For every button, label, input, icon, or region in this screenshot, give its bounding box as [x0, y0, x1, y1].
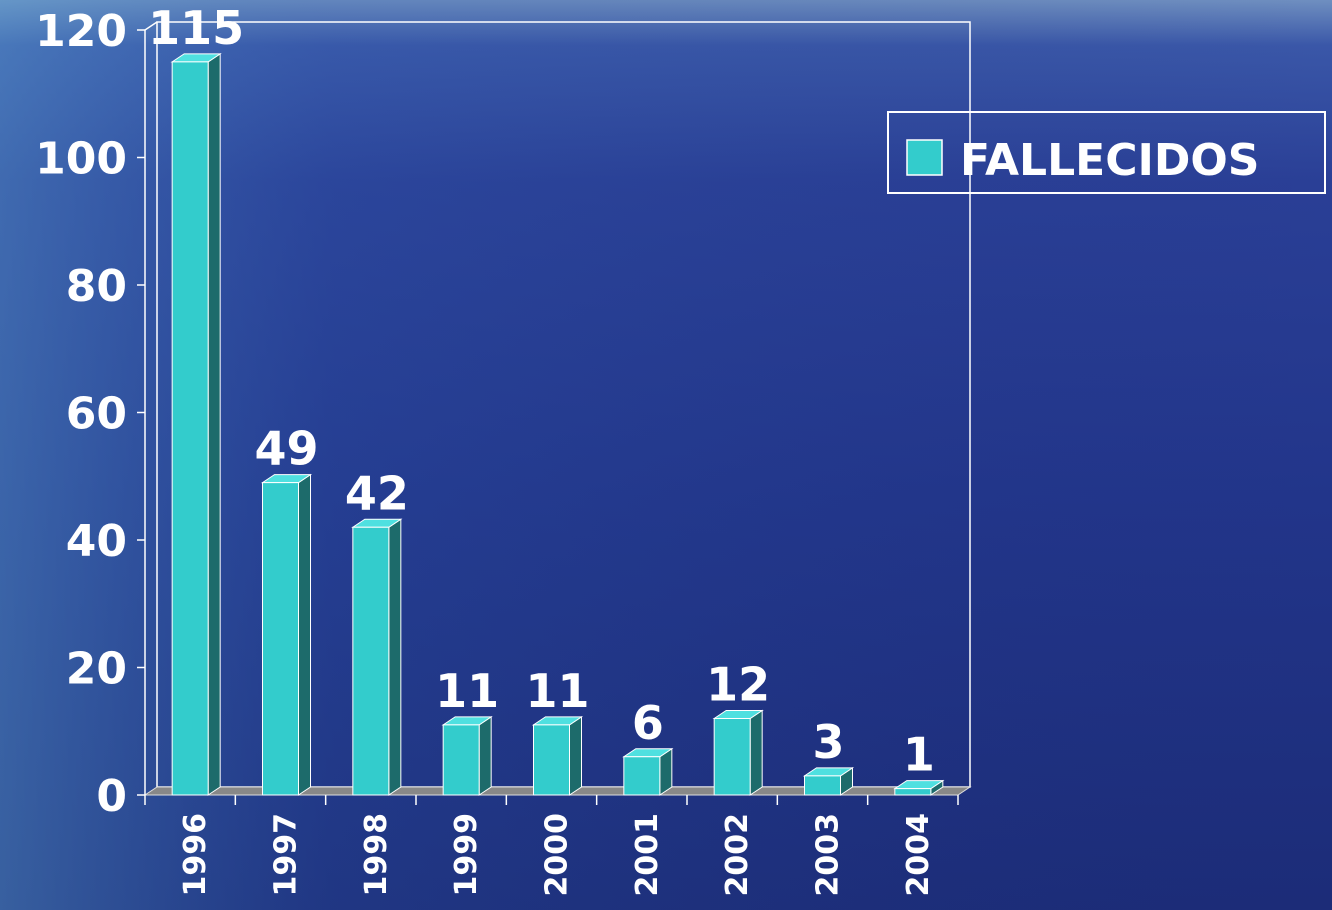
bar-side: [389, 519, 401, 795]
data-label: 12: [706, 658, 770, 712]
bar-side: [299, 475, 311, 795]
y-tick-label: 120: [35, 6, 127, 57]
bar: [895, 789, 931, 795]
y-tick-label: 80: [66, 261, 127, 312]
y-tick-label: 20: [66, 644, 127, 695]
page: 0 20 40 60 80 100 120 115 49 42 11 11 6 12 3 1 FALLECIDO…: [0, 0, 1332, 910]
bar: [624, 757, 660, 795]
bar: [534, 725, 570, 795]
bar: [805, 776, 841, 795]
bar-side: [750, 711, 762, 796]
bar: [714, 719, 750, 796]
bar-side: [570, 717, 582, 795]
data-label: 42: [345, 466, 409, 520]
x-tick-label: 2001: [630, 813, 665, 897]
x-tick-label: 1996: [178, 813, 213, 897]
y-tick-label: 60: [66, 389, 127, 440]
data-label: 3: [812, 715, 844, 769]
bar-side: [208, 54, 220, 795]
data-label: 11: [435, 664, 499, 718]
data-label: 11: [525, 664, 589, 718]
data-label: 115: [148, 1, 244, 55]
bar: [172, 62, 208, 795]
bar-side: [479, 717, 491, 795]
x-tick-label: 1997: [269, 813, 304, 897]
chart: 0 20 40 60 80 100 120 115 49 42 11 11 6 12 3 1 FALLECIDO…: [0, 0, 1332, 910]
bar: [263, 483, 299, 795]
x-tick-label: 2004: [901, 813, 936, 897]
x-tick-label: 2003: [811, 813, 846, 897]
y-tick-label: 0: [96, 771, 127, 822]
x-tick-label: 2000: [540, 813, 575, 897]
y-tick-label: 40: [66, 516, 127, 567]
x-tick-label: 2002: [720, 813, 755, 897]
data-label: 6: [632, 696, 664, 750]
y-tick-label: 100: [35, 134, 127, 185]
legend-label: FALLECIDOS: [960, 135, 1259, 186]
data-label: 49: [254, 422, 318, 476]
x-tick-label: 1998: [359, 813, 394, 897]
legend-swatch: [907, 140, 942, 175]
data-label: 1: [903, 728, 935, 782]
bar: [443, 725, 479, 795]
bar: [353, 527, 389, 795]
x-tick-label: 1999: [449, 813, 484, 897]
